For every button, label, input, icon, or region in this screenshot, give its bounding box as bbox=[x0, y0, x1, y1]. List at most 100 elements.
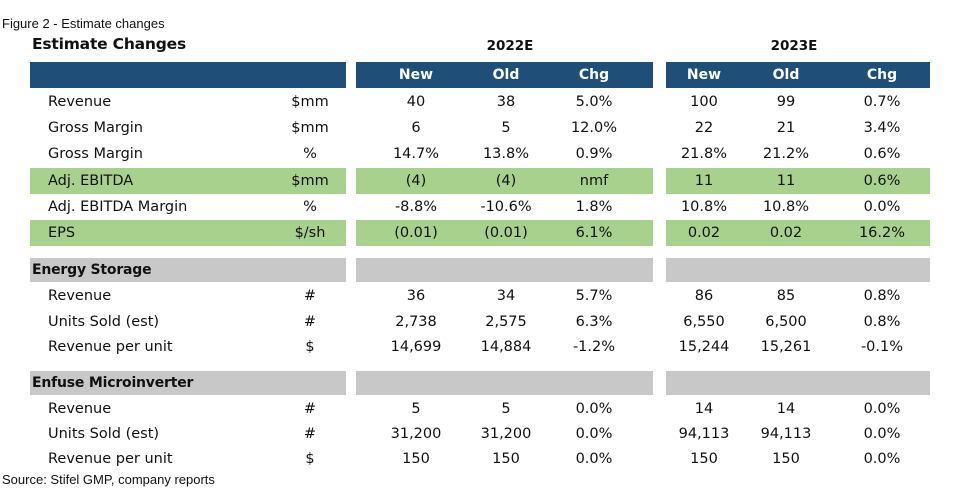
table-title: Estimate Changes bbox=[32, 35, 187, 53]
value-2022-old: 150 bbox=[492, 451, 520, 467]
section-title-energy-storage: Energy Storage bbox=[32, 262, 152, 278]
value-2022-chg: nmf bbox=[579, 173, 609, 189]
value-2022-chg: 6.1% bbox=[575, 225, 613, 241]
value-2023-chg: 16.2% bbox=[858, 225, 906, 241]
value-2023-new: 86 bbox=[694, 288, 714, 304]
row-label: Revenue per unit bbox=[48, 451, 173, 467]
value-2022-chg: -1.2% bbox=[572, 339, 616, 355]
table-row: Revenue $mm 40 38 5.0% 100 99 0.7% bbox=[0, 89, 956, 115]
value-2023-new: 15,244 bbox=[678, 339, 730, 355]
section-title-enfuse-microinverter: Enfuse Microinverter bbox=[32, 375, 194, 391]
table-row: Units Sold (est) # 2,738 2,575 6.3% 6,55… bbox=[0, 309, 956, 335]
value-2023-old: 0.02 bbox=[769, 225, 803, 241]
value-2023-chg: 3.4% bbox=[863, 120, 901, 136]
value-2023-old: 21.2% bbox=[762, 146, 810, 162]
value-2022-chg: 12.0% bbox=[570, 120, 618, 136]
value-2022-new: 40 bbox=[406, 94, 426, 110]
row-unit: # bbox=[303, 314, 317, 330]
row-label: Revenue bbox=[48, 94, 112, 110]
value-2023-chg: 0.0% bbox=[863, 426, 901, 442]
row-unit: % bbox=[303, 146, 317, 162]
value-2023-chg: 0.0% bbox=[863, 199, 901, 215]
row-unit: $mm bbox=[291, 173, 329, 189]
value-2023-old: 94,113 bbox=[760, 426, 812, 442]
value-2022-old: 5 bbox=[501, 401, 511, 417]
table-row: Gross Margin $mm 6 5 12.0% 22 21 3.4% bbox=[0, 115, 956, 141]
value-2022-new: 31,200 bbox=[390, 426, 442, 442]
value-2023-new: 94,113 bbox=[678, 426, 730, 442]
row-unit: # bbox=[303, 426, 317, 442]
section-bar-enfuse-left bbox=[30, 371, 346, 395]
value-2023-new: 10.8% bbox=[680, 199, 728, 215]
value-2023-chg: 0.8% bbox=[863, 314, 901, 330]
value-2023-chg: 0.8% bbox=[863, 288, 901, 304]
value-2022-chg: 6.3% bbox=[575, 314, 613, 330]
value-2023-old: 11 bbox=[776, 173, 796, 189]
table-row: Adj. EBITDA $mm (4) (4) nmf 11 11 0.6% bbox=[0, 168, 956, 194]
row-unit: $mm bbox=[291, 94, 329, 110]
table-row: Revenue # 5 5 0.0% 14 14 0.0% bbox=[0, 396, 956, 422]
value-2023-old: 14 bbox=[776, 401, 796, 417]
value-2023-chg: 0.0% bbox=[863, 451, 901, 467]
year-header-2023: 2023E bbox=[770, 38, 818, 54]
table-row: Revenue # 36 34 5.7% 86 85 0.8% bbox=[0, 283, 956, 309]
section-bar-energy-2022 bbox=[356, 258, 653, 282]
value-2022-new: 2,738 bbox=[395, 314, 437, 330]
table-row: Revenue per unit $ 150 150 0.0% 150 150 … bbox=[0, 446, 956, 472]
value-2022-chg: 0.0% bbox=[575, 401, 613, 417]
table-row: Adj. EBITDA Margin % -8.8% -10.6% 1.8% 1… bbox=[0, 194, 956, 220]
figure-label: Figure 2 - Estimate changes bbox=[2, 16, 165, 31]
col-header-old-2023: Old bbox=[772, 67, 800, 83]
value-2022-chg: 1.8% bbox=[575, 199, 613, 215]
value-2022-new: 150 bbox=[402, 451, 430, 467]
col-header-new-2023: New bbox=[686, 67, 722, 83]
value-2022-new: -8.8% bbox=[394, 199, 438, 215]
table-row: Revenue per unit $ 14,699 14,884 -1.2% 1… bbox=[0, 334, 956, 360]
highlight-eps-left bbox=[30, 220, 346, 246]
value-2023-new: 100 bbox=[690, 94, 718, 110]
col-header-new-2022: New bbox=[398, 67, 434, 83]
value-2023-old: 21 bbox=[776, 120, 796, 136]
value-2023-old: 15,261 bbox=[760, 339, 812, 355]
section-bar-enfuse-2022 bbox=[356, 371, 653, 395]
value-2022-new: 6 bbox=[411, 120, 421, 136]
value-2022-new: 14.7% bbox=[392, 146, 440, 162]
value-2023-new: 22 bbox=[694, 120, 714, 136]
value-2022-old: 31,200 bbox=[480, 426, 532, 442]
value-2023-new: 0.02 bbox=[687, 225, 721, 241]
value-2022-old: 13.8% bbox=[482, 146, 530, 162]
row-unit: $ bbox=[305, 451, 315, 467]
value-2023-new: 150 bbox=[690, 451, 718, 467]
source-note: Source: Stifel GMP, company reports bbox=[2, 472, 215, 487]
row-label: Adj. EBITDA bbox=[48, 173, 134, 189]
value-2022-new: 14,699 bbox=[390, 339, 442, 355]
row-label: Units Sold (est) bbox=[48, 314, 160, 330]
value-2022-old: 38 bbox=[496, 94, 516, 110]
value-2023-chg: 0.6% bbox=[863, 173, 901, 189]
value-2023-chg: -0.1% bbox=[860, 339, 904, 355]
row-label: Adj. EBITDA Margin bbox=[48, 199, 188, 215]
value-2023-new: 6,550 bbox=[683, 314, 725, 330]
row-unit: # bbox=[303, 288, 317, 304]
value-2022-old: 2,575 bbox=[485, 314, 527, 330]
value-2022-old: (0.01) bbox=[484, 225, 528, 241]
value-2022-old: -10.6% bbox=[480, 199, 532, 215]
section-bar-energy-left bbox=[30, 258, 346, 282]
value-2022-chg: 0.0% bbox=[575, 426, 613, 442]
value-2023-chg: 0.0% bbox=[863, 401, 901, 417]
table-row: Gross Margin % 14.7% 13.8% 0.9% 21.8% 21… bbox=[0, 141, 956, 167]
table-row: Units Sold (est) # 31,200 31,200 0.0% 94… bbox=[0, 421, 956, 447]
value-2023-new: 21.8% bbox=[680, 146, 728, 162]
header-bar-left bbox=[30, 62, 346, 88]
row-label: Units Sold (est) bbox=[48, 426, 160, 442]
value-2022-new: 36 bbox=[406, 288, 426, 304]
row-label: Gross Margin bbox=[48, 120, 143, 136]
col-header-chg-2023: Chg bbox=[866, 67, 898, 83]
row-label: Revenue bbox=[48, 288, 112, 304]
row-label: Revenue bbox=[48, 401, 112, 417]
value-2023-new: 11 bbox=[694, 173, 714, 189]
value-2022-chg: 0.9% bbox=[575, 146, 613, 162]
header-bar-2022 bbox=[356, 62, 653, 88]
row-unit: % bbox=[303, 199, 317, 215]
value-2022-chg: 0.0% bbox=[575, 451, 613, 467]
